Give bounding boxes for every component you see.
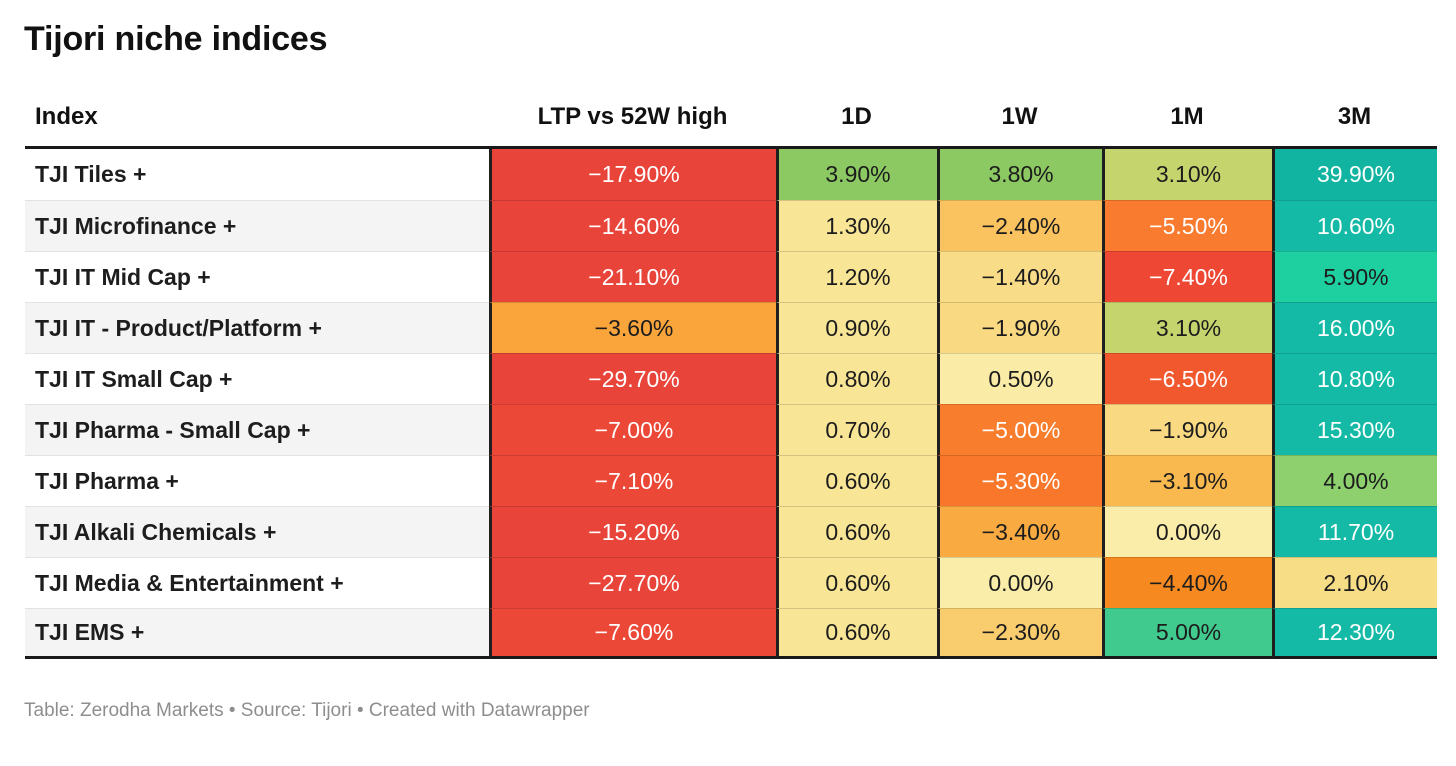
indices-table: Index LTP vs 52W high 1D 1W 1M 3M TJI Ti… xyxy=(25,103,1437,659)
value-cell: −17.90% xyxy=(489,149,776,200)
value-cell: −4.40% xyxy=(1102,557,1272,608)
table-row: TJI IT Mid Cap + −21.10% 1.20% −1.40% −7.40%… xyxy=(25,251,1437,302)
column-header-1w: 1W xyxy=(1001,103,1038,130)
value-cell: 2.10% xyxy=(1272,557,1437,608)
index-label[interactable]: TJI Microfinance + xyxy=(25,200,489,251)
value-cell: −2.40% xyxy=(937,200,1102,251)
value-cell: 0.60% xyxy=(776,455,937,506)
value-cell: −1.90% xyxy=(937,302,1102,353)
value-cell: −5.50% xyxy=(1102,200,1272,251)
value-cell: 4.00% xyxy=(1272,455,1437,506)
table-row: TJI Pharma + −7.10% 0.60% −5.30% −3.10% 4.00% xyxy=(25,455,1437,506)
value-cell: 16.00% xyxy=(1272,302,1437,353)
value-cell: 11.70% xyxy=(1272,506,1437,557)
value-cell: 0.60% xyxy=(776,506,937,557)
index-label[interactable]: TJI Pharma + xyxy=(25,455,489,506)
value-cell: 1.20% xyxy=(776,251,937,302)
value-cell: 39.90% xyxy=(1272,149,1437,200)
value-cell: −21.10% xyxy=(489,251,776,302)
value-cell: 3.90% xyxy=(776,149,937,200)
value-cell: 0.90% xyxy=(776,302,937,353)
table-row: TJI Media & Entertainment + −27.70% 0.60% 0… xyxy=(25,557,1437,608)
value-cell: 15.30% xyxy=(1272,404,1437,455)
value-cell: 0.00% xyxy=(937,557,1102,608)
value-cell: −7.60% xyxy=(489,608,776,659)
value-cell: −7.00% xyxy=(489,404,776,455)
value-cell: −14.60% xyxy=(489,200,776,251)
value-cell: 0.00% xyxy=(1102,506,1272,557)
value-cell: 10.80% xyxy=(1272,353,1437,404)
table-row: TJI Alkali Chemicals + −15.20% 0.60% −3.40%… xyxy=(25,506,1437,557)
value-cell: 1.30% xyxy=(776,200,937,251)
value-cell: 0.80% xyxy=(776,353,937,404)
value-cell: −15.20% xyxy=(489,506,776,557)
index-label[interactable]: TJI EMS + xyxy=(25,608,489,659)
value-cell: −3.40% xyxy=(937,506,1102,557)
index-label[interactable]: TJI Media & Entertainment + xyxy=(25,557,489,608)
column-header-1m: 1M xyxy=(1170,103,1204,130)
table-row: TJI IT - Product/Platform + −3.60% 0.90% −1… xyxy=(25,302,1437,353)
table-row: TJI Microfinance + −14.60% 1.30% −2.40% −5.5… xyxy=(25,200,1437,251)
value-cell: −5.00% xyxy=(937,404,1102,455)
value-cell: −3.60% xyxy=(489,302,776,353)
column-header-index: Index xyxy=(35,103,98,130)
value-cell: −1.40% xyxy=(937,251,1102,302)
value-cell: 0.60% xyxy=(776,608,937,659)
table-row: TJI Tiles + −17.90% 3.90% 3.80% 3.10% 39.90% xyxy=(25,149,1437,200)
index-label[interactable]: TJI IT - Product/Platform + xyxy=(25,302,489,353)
value-cell: −3.10% xyxy=(1102,455,1272,506)
value-cell: 3.10% xyxy=(1102,149,1272,200)
value-cell: 0.60% xyxy=(776,557,937,608)
page-title: Tijori niche indices xyxy=(24,20,328,58)
index-label[interactable]: TJI Tiles + xyxy=(25,149,489,200)
value-cell: −5.30% xyxy=(937,455,1102,506)
datawrapper-table-page: Tijori niche indices Index LTP vs 52W hi… xyxy=(24,20,1437,721)
value-cell: −6.50% xyxy=(1102,353,1272,404)
table-row: TJI IT Small Cap + −29.70% 0.80% 0.50% −6.50… xyxy=(25,353,1437,404)
value-cell: 5.90% xyxy=(1272,251,1437,302)
value-cell: −7.40% xyxy=(1102,251,1272,302)
index-label[interactable]: TJI Alkali Chemicals + xyxy=(25,506,489,557)
table-body: TJI Tiles + −17.90% 3.90% 3.80% 3.10% 39.90% T… xyxy=(25,149,1437,659)
value-cell: 5.00% xyxy=(1102,608,1272,659)
value-cell: 12.30% xyxy=(1272,608,1437,659)
value-cell: 0.70% xyxy=(776,404,937,455)
attribution-footer: Table: Zerodha Markets • Source: Tijori … xyxy=(24,700,590,721)
table-row: TJI Pharma - Small Cap + −7.00% 0.70% −5.00… xyxy=(25,404,1437,455)
value-cell: −7.10% xyxy=(489,455,776,506)
value-cell: −2.30% xyxy=(937,608,1102,659)
value-cell: 0.50% xyxy=(937,353,1102,404)
table-row: TJI EMS + −7.60% 0.60% −2.30% 5.00% 12.30% xyxy=(25,608,1437,659)
value-cell: −27.70% xyxy=(489,557,776,608)
column-header-3m: 3M xyxy=(1337,103,1372,130)
index-label[interactable]: TJI IT Mid Cap + xyxy=(25,251,489,302)
column-header-ltp-vs-52w: LTP vs 52W high xyxy=(537,103,728,130)
value-cell: 3.80% xyxy=(937,149,1102,200)
value-cell: 10.60% xyxy=(1272,200,1437,251)
value-cell: −1.90% xyxy=(1102,404,1272,455)
value-cell: 3.10% xyxy=(1102,302,1272,353)
index-label[interactable]: TJI IT Small Cap + xyxy=(25,353,489,404)
value-cell: −29.70% xyxy=(489,353,776,404)
index-label[interactable]: TJI Pharma - Small Cap + xyxy=(25,404,489,455)
column-header-1d: 1D xyxy=(841,103,872,130)
table-header-row: Index LTP vs 52W high 1D 1W 1M 3M xyxy=(25,103,1437,149)
